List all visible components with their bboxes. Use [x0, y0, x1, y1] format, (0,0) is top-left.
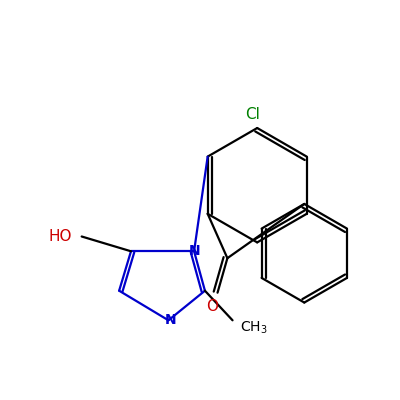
Text: CH$_3$: CH$_3$ [240, 320, 268, 336]
Text: N: N [188, 244, 200, 258]
Text: O: O [206, 299, 218, 314]
Text: Cl: Cl [245, 107, 260, 122]
Text: N: N [165, 313, 176, 327]
Text: HO: HO [48, 229, 72, 244]
